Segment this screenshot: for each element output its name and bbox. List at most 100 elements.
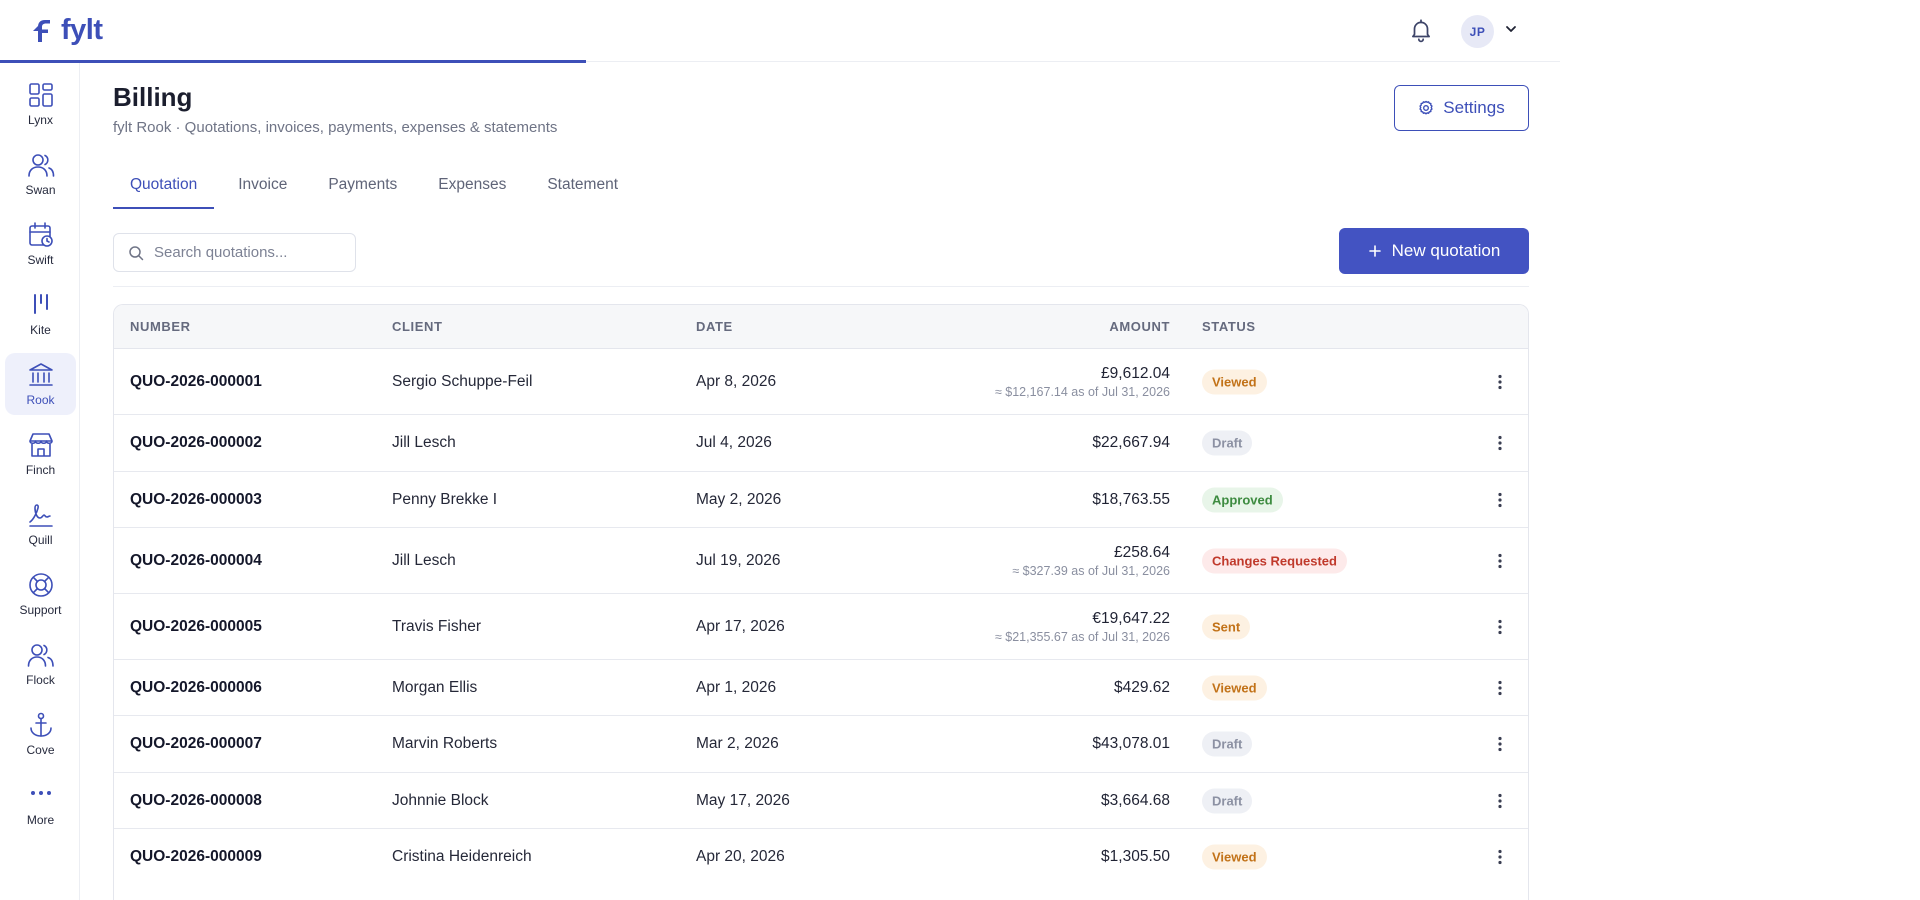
quotation-date: May 17, 2026: [696, 791, 790, 809]
quotation-number[interactable]: QUO-2026-000004: [130, 551, 262, 569]
amount-value: $43,078.01: [1092, 735, 1170, 752]
quotation-date: Apr 1, 2026: [696, 678, 777, 696]
amount-cell: $43,078.01: [1092, 735, 1170, 753]
calendar-icon: [28, 222, 53, 247]
row-actions-icon[interactable]: [1491, 735, 1509, 753]
table-row[interactable]: QUO-2026-000004 Jill Lesch Jul 19, 2026 …: [114, 528, 1528, 594]
user-avatar[interactable]: JP: [1461, 15, 1494, 48]
quotation-date: May 2, 2026: [696, 490, 782, 508]
quotation-number[interactable]: QUO-2026-000005: [130, 617, 262, 635]
table-row[interactable]: QUO-2026-000007 Marvin Roberts Mar 2, 20…: [114, 716, 1528, 773]
amount-value: $1,305.50: [1101, 848, 1170, 865]
quotation-date: Apr 20, 2026: [696, 848, 785, 865]
row-actions-icon[interactable]: [1491, 552, 1509, 570]
quotation-number[interactable]: QUO-2026-000006: [130, 678, 262, 696]
row-actions-icon[interactable]: [1491, 618, 1509, 636]
settings-button[interactable]: Settings: [1394, 85, 1529, 131]
new-quotation-label: New quotation: [1391, 241, 1501, 260]
tab-payments[interactable]: Payments: [328, 176, 398, 193]
sidebar-item-flock[interactable]: Flock: [5, 633, 76, 695]
new-quotation-button[interactable]: New quotation: [1339, 228, 1529, 274]
sidebar-item-label: Rook: [26, 393, 55, 407]
status-badge: Draft: [1202, 788, 1253, 813]
sidebar-item-label: Swan: [25, 183, 56, 197]
quotation-number[interactable]: QUO-2026-000009: [130, 848, 262, 865]
top-bar: fylt JP: [0, 0, 1560, 62]
quotation-number[interactable]: QUO-2026-000001: [130, 372, 262, 390]
column-header-number[interactable]: NUMBER: [130, 319, 191, 334]
column-header-status[interactable]: STATUS: [1202, 319, 1256, 334]
table-row[interactable]: QUO-2026-000006 Morgan Ellis Apr 1, 2026…: [114, 660, 1528, 716]
settings-label: Settings: [1443, 98, 1505, 117]
amount-value: $22,667.94: [1092, 434, 1170, 451]
sidebar-item-quill[interactable]: Quill: [5, 493, 76, 555]
row-actions-icon[interactable]: [1491, 848, 1509, 866]
amount-value: $429.62: [1113, 678, 1170, 696]
quotation-number[interactable]: QUO-2026-000003: [130, 490, 262, 508]
billing-tabs: Quotation Invoice Payments Expenses Stat…: [113, 168, 642, 209]
status-badge: Changes Requested: [1202, 548, 1347, 573]
sidebar-item-label: Cove: [26, 743, 55, 757]
amount-value: £258.64: [1113, 543, 1170, 561]
sidebar-item-finch[interactable]: Finch: [5, 423, 76, 485]
amount-value: €19,647.22: [1092, 609, 1170, 627]
search-icon: [129, 245, 144, 260]
quotation-date: Jul 19, 2026: [696, 551, 781, 569]
table-row[interactable]: QUO-2026-000003 Penny Brekke I May 2, 20…: [114, 472, 1528, 528]
logo[interactable]: fylt: [31, 14, 103, 47]
table-row[interactable]: QUO-2026-000001 Sergio Schuppe-Feil Apr …: [114, 349, 1528, 415]
sidebar-item-more[interactable]: More: [5, 773, 76, 835]
row-actions-icon[interactable]: [1491, 792, 1509, 810]
gear-icon: [1419, 100, 1434, 115]
sidebar-item-swan[interactable]: Swan: [5, 143, 76, 205]
quotation-date: Mar 2, 2026: [696, 735, 779, 752]
row-actions-icon[interactable]: [1491, 373, 1509, 391]
sidebar-item-cove[interactable]: Cove: [5, 703, 76, 765]
tab-quotation[interactable]: Quotation: [113, 168, 215, 209]
sidebar-item-support[interactable]: Support: [5, 563, 76, 625]
client-name: Cristina Heidenreich: [392, 848, 532, 865]
fylt-logo-icon: [33, 19, 50, 42]
client-name: Penny Brekke I: [392, 490, 498, 508]
quotation-number[interactable]: QUO-2026-000008: [130, 791, 262, 809]
amount-cell: $1,305.50: [1101, 848, 1170, 866]
search-input[interactable]: [154, 244, 344, 261]
table-row[interactable]: QUO-2026-000009 Cristina Heidenreich Apr…: [114, 829, 1528, 885]
chevron-down-icon[interactable]: [1504, 22, 1518, 36]
amount-cell: £9,612.04 ≈ $12,167.14 as of Jul 31, 202…: [995, 365, 1170, 399]
quotation-date: Apr 8, 2026: [696, 372, 777, 390]
notifications-bell-icon[interactable]: [1408, 16, 1434, 44]
tab-statement[interactable]: Statement: [547, 176, 618, 193]
sidebar-item-label: Flock: [26, 673, 55, 687]
client-name: Marvin Roberts: [392, 735, 498, 752]
signature-icon: [28, 504, 53, 527]
column-header-amount[interactable]: AMOUNT: [1109, 319, 1170, 334]
tab-invoice[interactable]: Invoice: [238, 176, 288, 193]
row-actions-icon[interactable]: [1491, 434, 1509, 452]
client-name: Morgan Ellis: [392, 678, 478, 696]
quotations-table: NUMBER CLIENT DATE AMOUNT STATUS QUO-202…: [113, 304, 1529, 900]
grid-icon: [28, 83, 53, 107]
amount-cell: $22,667.94: [1092, 434, 1170, 452]
tab-expenses[interactable]: Expenses: [438, 176, 507, 193]
table-row[interactable]: QUO-2026-000002 Jill Lesch Jul 4, 2026 $…: [114, 415, 1528, 472]
amount-conversion: ≈ $12,167.14 as of Jul 31, 2026: [994, 384, 1170, 399]
group-icon: [27, 644, 54, 667]
table-row[interactable]: QUO-2026-000005 Travis Fisher Apr 17, 20…: [114, 594, 1528, 660]
row-actions-icon[interactable]: [1491, 679, 1509, 697]
quotation-number[interactable]: QUO-2026-000002: [130, 434, 262, 451]
sidebar-item-swift[interactable]: Swift: [5, 213, 76, 275]
quotation-number[interactable]: QUO-2026-000007: [130, 735, 262, 752]
row-actions-icon[interactable]: [1491, 491, 1509, 509]
sidebar-item-rook[interactable]: Rook: [5, 353, 76, 415]
client-name: Travis Fisher: [392, 617, 481, 635]
status-badge: Sent: [1202, 614, 1251, 639]
toolbar-divider: [113, 286, 1529, 287]
sidebar-item-kite[interactable]: Kite: [5, 283, 76, 345]
table-row[interactable]: QUO-2026-000008 Johnnie Block May 17, 20…: [114, 773, 1528, 829]
client-name: Johnnie Block: [392, 791, 489, 809]
amount-value: $18,763.55: [1092, 490, 1170, 508]
column-header-client[interactable]: CLIENT: [392, 319, 443, 334]
sidebar-item-lynx[interactable]: Lynx: [5, 73, 76, 135]
column-header-date[interactable]: DATE: [696, 319, 733, 334]
